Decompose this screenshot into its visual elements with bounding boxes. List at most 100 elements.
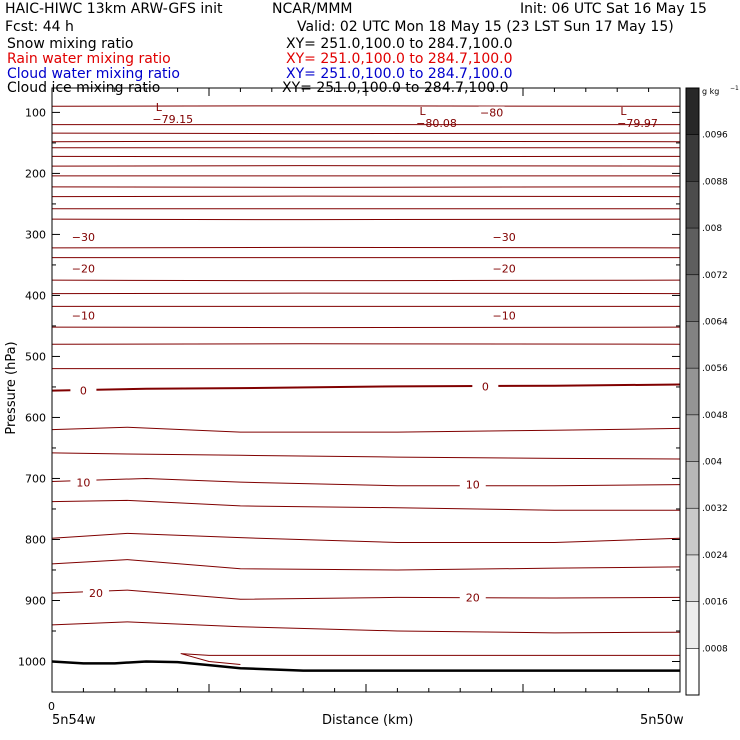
colorbar-unit: g kg [702, 87, 719, 96]
colorbar-swatch [686, 134, 699, 182]
contour-line [180, 653, 680, 666]
label-mask [478, 106, 505, 119]
low-value: −79.97 [617, 117, 658, 130]
freezing-level-line [51, 383, 681, 392]
isotherm-label: 0 [80, 385, 87, 398]
colorbar-label: .0072 [702, 271, 728, 281]
colorbar-swatch [686, 648, 699, 695]
label-mask [491, 262, 518, 275]
label-mask [459, 478, 486, 491]
y-axis-title: Pressure (hPa) [4, 341, 19, 435]
colorbar-label: .0016 [702, 598, 728, 608]
colorbar-label: .004 [702, 458, 722, 468]
isotherm-label: 10 [466, 479, 480, 492]
isotherm-label: 20 [89, 587, 103, 600]
colorbar-swatch [686, 414, 699, 462]
low-value: −79.15 [152, 113, 193, 126]
field-rain-xy: XY= 251.0,100.0 to 284.7,100.0 [286, 51, 513, 67]
colorbar-swatch [686, 228, 699, 275]
forecast-hour: Fcst: 44 h [5, 19, 74, 35]
y-tick-label: 200 [25, 167, 46, 180]
field-snow: Snow mixing ratio [7, 36, 134, 52]
label-mask [82, 587, 109, 600]
colorbar-label: .0032 [702, 504, 728, 514]
label-mask [70, 384, 97, 397]
isotherm-label: −20 [493, 263, 516, 276]
x-start-label: 5n54w [52, 713, 96, 728]
colorbar-swatch [686, 181, 699, 229]
org-label: NCAR/MMM [272, 1, 353, 17]
isotherm-label: 20 [466, 591, 480, 604]
field-cloud-water-xy: XY= 251.0,100.0 to 284.7,100.0 [286, 66, 513, 82]
valid-time: Valid: 02 UTC Mon 18 May 15 (23 LST Sun … [297, 19, 674, 35]
y-tick-label: 300 [25, 228, 46, 241]
y-tick-label: 600 [25, 411, 46, 424]
colorbar-label: .0056 [702, 364, 728, 374]
y-tick-label: 700 [25, 472, 46, 485]
surface-pressure-line [51, 660, 680, 672]
x-tick-label-zero: 0 [48, 700, 55, 713]
colorbar-label: .0064 [702, 317, 728, 327]
label-mask [70, 262, 97, 275]
label-mask [459, 591, 486, 604]
contour-line [51, 499, 680, 511]
low-marker: L [419, 105, 426, 118]
colorbar-label: .0096 [702, 131, 728, 141]
low-marker: L [156, 101, 163, 114]
isotherm-label: 10 [76, 477, 90, 490]
label-mask [70, 230, 97, 243]
y-tick-label: 1000 [18, 655, 46, 668]
contour-line [51, 589, 681, 600]
label-mask [70, 476, 97, 489]
contour-line [51, 426, 681, 433]
title: HAIC-HIWC 13km ARW-GFS init [5, 1, 223, 17]
contour-line [51, 559, 681, 571]
y-tick-label: 800 [25, 533, 46, 546]
isotherm-label: −10 [493, 310, 516, 323]
colorbar-swatch [686, 88, 699, 135]
colorbar-label: .0088 [702, 177, 728, 187]
y-tick-label: 400 [25, 289, 46, 302]
surface-line [51, 660, 680, 672]
field-rain: Rain water mixing ratio [7, 51, 171, 67]
plot-frame [51, 87, 681, 693]
isotherm-label: −30 [493, 231, 516, 244]
colorbar: .0096 .0088 .008 .0072 .0064 .0056 .0048 .004 .0… [685, 85, 739, 696]
x-axis-title: Distance (km) [322, 713, 414, 728]
isotherm-label: −80 [480, 106, 503, 119]
contour-line [51, 452, 681, 460]
init-time: Init: 06 UTC Sat 16 May 15 [520, 1, 707, 17]
colorbar-swatch [686, 274, 699, 322]
isotherm-label: −10 [72, 310, 95, 323]
low-value: −80.08 [416, 117, 457, 130]
field-snow-xy: XY= 251.0,100.0 to 284.7,100.0 [286, 36, 513, 52]
colorbar-swatch [686, 461, 699, 509]
colorbar-border [685, 87, 700, 696]
field-cloud-water: Cloud water mixing ratio [7, 66, 180, 82]
label-mask [472, 380, 499, 393]
isotherm-label: 0 [482, 380, 489, 393]
colorbar-label: .0008 [702, 644, 728, 654]
contour-line [51, 532, 681, 544]
label-mask [70, 309, 97, 322]
y-tick-label: 100 [25, 106, 46, 119]
x-axis [51, 88, 681, 692]
y-tick-label: 500 [25, 350, 46, 363]
colorbar-swatch [686, 508, 699, 555]
colorbar-label: .0024 [702, 551, 728, 561]
isotherm-label: −20 [72, 263, 95, 276]
y-tick-label: 900 [25, 594, 46, 607]
colorbar-swatch [686, 601, 699, 649]
colorbar-swatch [686, 554, 699, 602]
colorbar-swatch [686, 321, 699, 369]
colorbar-unit-exponent: −1 [730, 85, 739, 92]
contour-line [51, 621, 681, 634]
colorbar-label: .008 [702, 224, 722, 234]
isotherm-contours [51, 105, 681, 666]
low-marker: L [620, 105, 627, 118]
contour-line [51, 477, 681, 487]
x-end-label: 5n50w [640, 713, 684, 728]
